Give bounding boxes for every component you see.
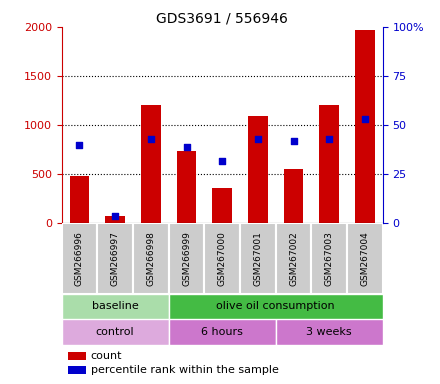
Point	[76, 142, 83, 148]
Bar	[133, 223, 169, 294]
Bar	[240, 223, 276, 294]
Bar	[97, 223, 133, 294]
Bar	[68, 366, 86, 374]
Bar	[204, 223, 240, 294]
Text: GSM267001: GSM267001	[253, 231, 262, 286]
Bar	[276, 223, 312, 294]
Text: GSM266999: GSM266999	[182, 231, 191, 286]
Text: 3 weeks: 3 weeks	[306, 327, 352, 337]
Bar	[169, 319, 276, 345]
Text: GSM267002: GSM267002	[289, 231, 298, 286]
Point	[183, 144, 190, 150]
Point	[361, 116, 368, 122]
Text: GSM267000: GSM267000	[218, 231, 227, 286]
Text: GSM266998: GSM266998	[147, 231, 155, 286]
Bar	[319, 106, 339, 223]
Bar	[68, 352, 86, 360]
Bar	[141, 106, 161, 223]
Point	[326, 136, 333, 142]
Bar	[62, 294, 169, 319]
Text: control: control	[96, 327, 135, 337]
Bar	[347, 223, 383, 294]
Text: baseline: baseline	[92, 301, 139, 311]
Text: GSM266997: GSM266997	[110, 231, 120, 286]
Title: GDS3691 / 556946: GDS3691 / 556946	[156, 12, 288, 26]
Bar	[248, 116, 268, 223]
Bar	[169, 294, 383, 319]
Bar	[105, 215, 125, 223]
Point	[219, 157, 226, 164]
Bar	[284, 169, 304, 223]
Bar	[355, 30, 375, 223]
Bar	[213, 188, 232, 223]
Text: count: count	[91, 351, 122, 361]
Text: 6 hours: 6 hours	[201, 327, 243, 337]
Point	[254, 136, 261, 142]
Bar	[312, 223, 347, 294]
Point	[147, 136, 154, 142]
Point	[290, 138, 297, 144]
Bar	[62, 223, 97, 294]
Point	[112, 212, 119, 218]
Text: percentile rank within the sample: percentile rank within the sample	[91, 365, 279, 375]
Text: GSM267004: GSM267004	[360, 231, 370, 286]
Bar	[276, 319, 383, 345]
Text: GSM266996: GSM266996	[75, 231, 84, 286]
Text: GSM267003: GSM267003	[325, 231, 334, 286]
Bar	[62, 319, 169, 345]
Bar	[177, 151, 196, 223]
Text: olive oil consumption: olive oil consumption	[216, 301, 335, 311]
Bar	[70, 176, 89, 223]
Bar	[169, 223, 204, 294]
